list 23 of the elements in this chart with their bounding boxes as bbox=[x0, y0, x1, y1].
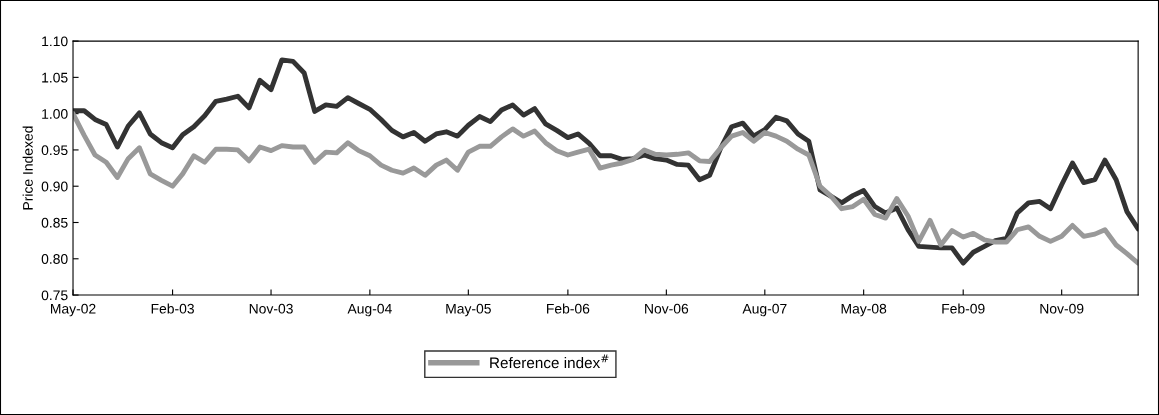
x-tick-label: Aug-07 bbox=[742, 303, 787, 317]
x-tick-label: Aug-04 bbox=[347, 303, 392, 317]
y-tick-label: 1.10 bbox=[42, 36, 68, 47]
y-tick-label: 0.90 bbox=[41, 181, 68, 192]
y-tick-label: 0.85 bbox=[41, 217, 68, 228]
x-tick-label: Feb-03 bbox=[151, 303, 194, 314]
x-tick-label: Nov-06 bbox=[645, 303, 689, 314]
x-tick-label: May-02 bbox=[51, 303, 96, 317]
y-axis-title: Price Indexed bbox=[22, 126, 33, 210]
y-tick-label: 0.80 bbox=[41, 254, 68, 264]
x-tick-label: Nov-03 bbox=[249, 303, 293, 314]
x-tick-label: Feb-09 bbox=[942, 303, 985, 314]
line-series bbox=[73, 111, 1139, 266]
legend-label: Reference index$^{#}$ bbox=[490, 354, 609, 369]
y-tick-label: 1.00 bbox=[42, 108, 68, 119]
x-tick-label: May-05 bbox=[446, 303, 491, 317]
x-tick-label: May-08 bbox=[841, 303, 887, 317]
y-tick-label: 0.75 bbox=[41, 290, 68, 301]
line-series bbox=[73, 57, 1139, 266]
x-tick-label: Feb-06 bbox=[547, 303, 590, 314]
x-tick-label: Nov-09 bbox=[1040, 303, 1084, 314]
y-tick-label: 0.95 bbox=[41, 145, 68, 156]
y-tick-label: 1.05 bbox=[42, 72, 68, 83]
